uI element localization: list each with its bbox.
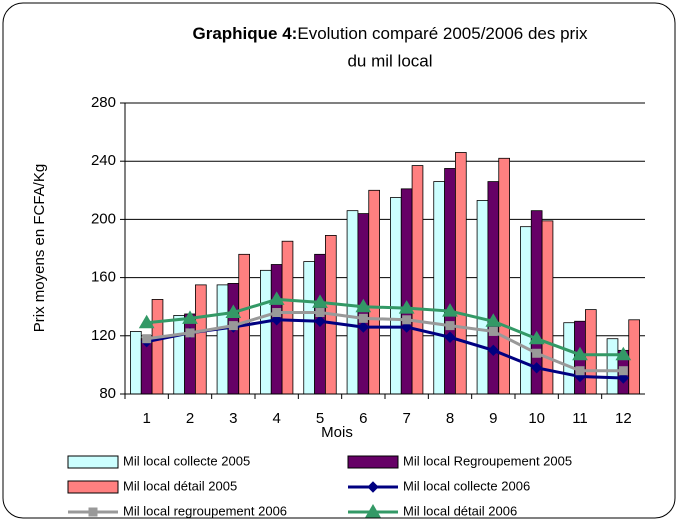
- bar: [520, 226, 532, 395]
- x-tick-label: 4: [272, 410, 280, 427]
- x-tick-label: 11: [572, 410, 588, 427]
- x-tick-label: 7: [402, 410, 410, 427]
- bar: [498, 157, 510, 395]
- y-tick-label: 160: [91, 269, 116, 286]
- bar: [281, 240, 294, 395]
- y-tick-label: 120: [91, 327, 116, 344]
- marker: [142, 334, 152, 344]
- marker: [528, 330, 545, 345]
- legend-label: Mil local détail 2006: [403, 503, 517, 518]
- marker: [315, 308, 325, 318]
- y-tick-label: 240: [91, 152, 116, 169]
- x-tick-label: 12: [615, 410, 632, 427]
- legend-label: Mil local Regroupement 2005: [403, 453, 572, 468]
- bar: [173, 315, 185, 395]
- bar: [346, 210, 359, 395]
- marker: [182, 310, 198, 324]
- bar: [151, 299, 164, 395]
- legend-swatch: [67, 480, 119, 494]
- x-tick-label: 9: [489, 410, 497, 427]
- marker: [572, 346, 588, 361]
- bar: [433, 181, 445, 395]
- marker: [444, 331, 456, 343]
- bar: [606, 338, 619, 395]
- marker: [488, 326, 498, 336]
- marker: [402, 315, 412, 325]
- bar: [130, 331, 142, 395]
- marker: [185, 328, 195, 338]
- marker: [398, 300, 415, 314]
- marker: [445, 321, 455, 331]
- line: [146, 311, 624, 373]
- marker: [365, 504, 381, 518]
- x-tick-label: 3: [229, 410, 237, 427]
- marker: [358, 313, 368, 323]
- x-tick-label: 8: [446, 410, 454, 427]
- marker: [530, 362, 543, 374]
- marker: [575, 366, 585, 376]
- x-tick-label: 5: [316, 410, 324, 427]
- bar: [270, 264, 283, 395]
- legend-swatch: [347, 455, 399, 469]
- bar: [184, 313, 196, 395]
- x-tick-label: 6: [359, 410, 367, 427]
- y-tick-label: 280: [91, 94, 116, 111]
- x-tick-label: 1: [142, 410, 150, 427]
- marker: [355, 298, 372, 313]
- marker: [138, 314, 155, 329]
- bar: [455, 152, 467, 395]
- legend-label: Mil local regroupement 2006: [123, 503, 287, 518]
- y-axis-label: Prix moyens en FCFA/Kg: [31, 164, 48, 332]
- legend-label: Mil local collecte 2005: [123, 453, 250, 468]
- marker: [88, 507, 98, 517]
- bar: [303, 261, 315, 395]
- marker: [400, 321, 413, 333]
- y-tick-label: 200: [91, 210, 116, 227]
- bar: [390, 197, 402, 395]
- marker: [487, 344, 500, 357]
- bar: [195, 284, 207, 395]
- x-tick-label: 2: [186, 410, 194, 427]
- x-axis-label: Mois: [321, 424, 353, 441]
- marker: [615, 346, 632, 361]
- bar: [563, 322, 575, 395]
- marker: [618, 366, 628, 376]
- bar: [476, 200, 489, 395]
- y-tick-label: 80: [99, 385, 116, 402]
- chart-title-line2: du mil local: [347, 51, 432, 70]
- marker: [272, 308, 282, 318]
- bar: [444, 168, 456, 395]
- bar: [487, 181, 500, 395]
- line: [146, 297, 624, 357]
- bar: [216, 284, 229, 395]
- bar: [260, 269, 272, 395]
- marker: [367, 481, 379, 493]
- marker: [225, 304, 242, 319]
- bar: [585, 309, 597, 395]
- marker: [532, 348, 542, 358]
- bar: [411, 165, 424, 395]
- bar: [227, 283, 240, 395]
- marker: [485, 313, 502, 327]
- marker: [268, 291, 285, 305]
- legend-swatch: [67, 455, 119, 469]
- chart-title: Graphique 4:Evolution comparé 2005/2006 …: [193, 24, 588, 43]
- marker: [270, 314, 283, 326]
- marker: [228, 321, 238, 331]
- marker: [617, 372, 630, 384]
- marker: [357, 321, 370, 333]
- bar: [368, 189, 380, 395]
- title-line: Evolution comparé 2005/2006 des prix: [297, 24, 588, 43]
- bar: [400, 188, 413, 395]
- legend-label: Mil local détail 2005: [123, 478, 237, 493]
- marker: [314, 315, 326, 327]
- x-tick-label: 10: [528, 410, 545, 427]
- bar: [628, 319, 640, 395]
- marker: [312, 294, 328, 308]
- legend-label: Mil local collecte 2006: [403, 478, 530, 493]
- marker: [442, 303, 458, 317]
- title-bold: Graphique 4:: [193, 24, 298, 43]
